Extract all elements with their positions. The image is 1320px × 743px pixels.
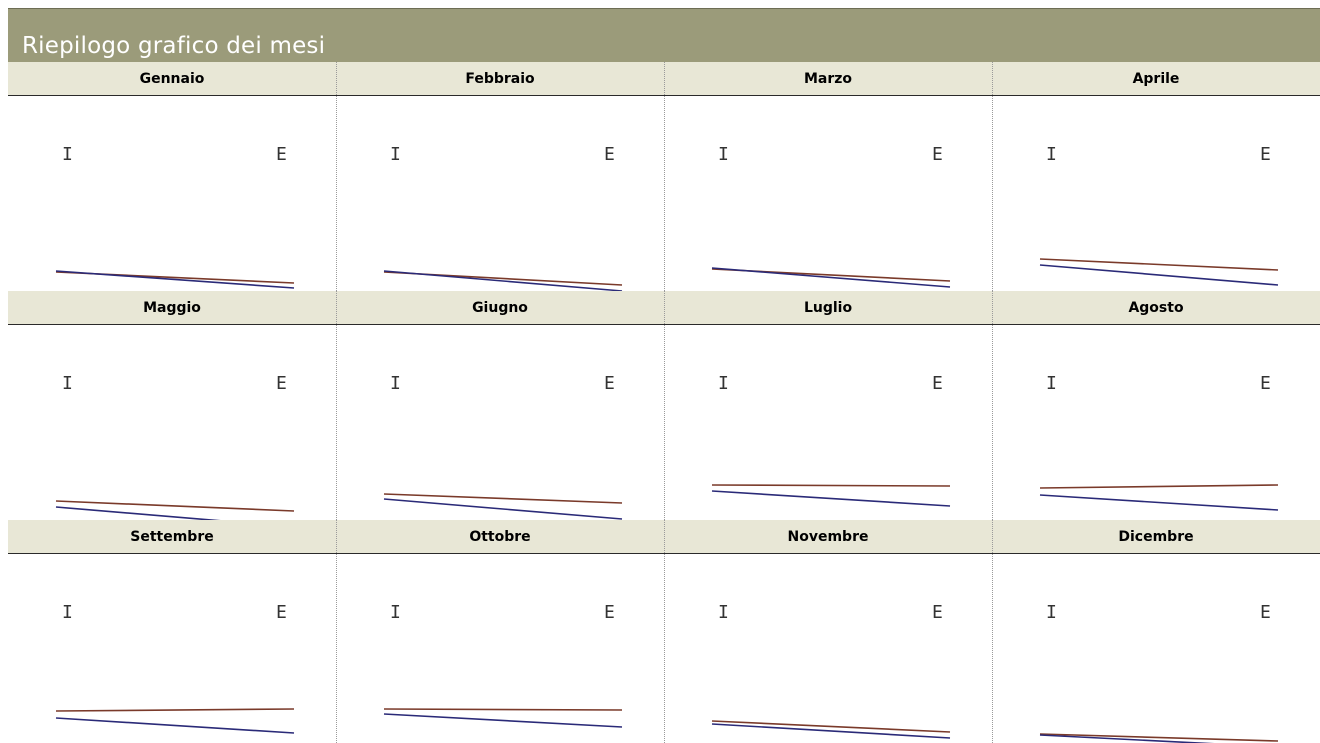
series-line-lower xyxy=(1040,495,1278,510)
month-row: Settembre Ottobre Novembre Dicembre I E I E I E I E xyxy=(8,520,1320,743)
mini-line-chart xyxy=(664,554,992,743)
month-title: Marzo xyxy=(664,62,992,95)
page-title: Riepilogo grafico dei mesi xyxy=(8,33,325,62)
series-line-upper xyxy=(384,709,622,710)
mini-line-chart xyxy=(336,554,664,743)
series-line-lower xyxy=(712,268,950,287)
mini-line-chart xyxy=(664,325,992,520)
column-separator xyxy=(336,520,337,553)
series-line-lower xyxy=(1040,735,1278,743)
month-chart: IE xyxy=(992,554,1320,743)
column-separator xyxy=(336,62,337,95)
month-title: Gennaio xyxy=(8,62,336,95)
column-separator xyxy=(992,62,993,95)
month-header-row: Gennaio Febbraio Marzo Aprile xyxy=(8,62,1320,96)
month-title: Agosto xyxy=(992,291,1320,324)
series-line-lower xyxy=(56,271,294,288)
column-separator xyxy=(664,520,665,553)
month-title: Aprile xyxy=(992,62,1320,95)
month-title: Febbraio xyxy=(336,62,664,95)
month-title: Maggio xyxy=(8,291,336,324)
months-grid: Gennaio Febbraio Marzo Aprile I E I E I E I E Maggio… xyxy=(8,62,1320,743)
mini-line-chart xyxy=(8,96,336,291)
month-title: Luglio xyxy=(664,291,992,324)
series-line-upper xyxy=(712,485,950,486)
month-title: Dicembre xyxy=(992,520,1320,553)
mini-line-chart xyxy=(664,96,992,291)
series-line-lower xyxy=(384,271,622,291)
series-line-lower xyxy=(56,718,294,733)
column-separator xyxy=(992,520,993,553)
mini-line-chart xyxy=(8,554,336,743)
series-line-upper xyxy=(1040,485,1278,488)
column-separator xyxy=(336,291,337,324)
month-header-row: Maggio Giugno Luglio Agosto xyxy=(8,291,1320,325)
mini-line-chart xyxy=(336,325,664,520)
series-line-lower xyxy=(712,491,950,506)
month-title: Settembre xyxy=(8,520,336,553)
month-header-row: Settembre Ottobre Novembre Dicembre xyxy=(8,520,1320,554)
column-separator xyxy=(664,291,665,324)
mini-line-chart xyxy=(992,96,1320,291)
series-line-lower xyxy=(384,714,622,727)
month-chart: IE xyxy=(336,325,664,520)
month-row: Gennaio Febbraio Marzo Aprile I E I E I E I E xyxy=(8,62,1320,291)
month-title: Novembre xyxy=(664,520,992,553)
month-title: Ottobre xyxy=(336,520,664,553)
mini-line-chart xyxy=(992,554,1320,743)
mini-line-chart xyxy=(8,325,336,520)
month-row: Maggio Giugno Luglio Agosto I E I E I E I E xyxy=(8,291,1320,520)
column-separator xyxy=(992,291,993,324)
month-title: Giugno xyxy=(336,291,664,324)
column-separator xyxy=(664,62,665,95)
mini-line-chart xyxy=(336,96,664,291)
mini-line-chart xyxy=(992,325,1320,520)
series-line-upper xyxy=(56,709,294,711)
month-chart: IE xyxy=(8,96,336,291)
page-header: Riepilogo grafico dei mesi xyxy=(8,8,1320,62)
